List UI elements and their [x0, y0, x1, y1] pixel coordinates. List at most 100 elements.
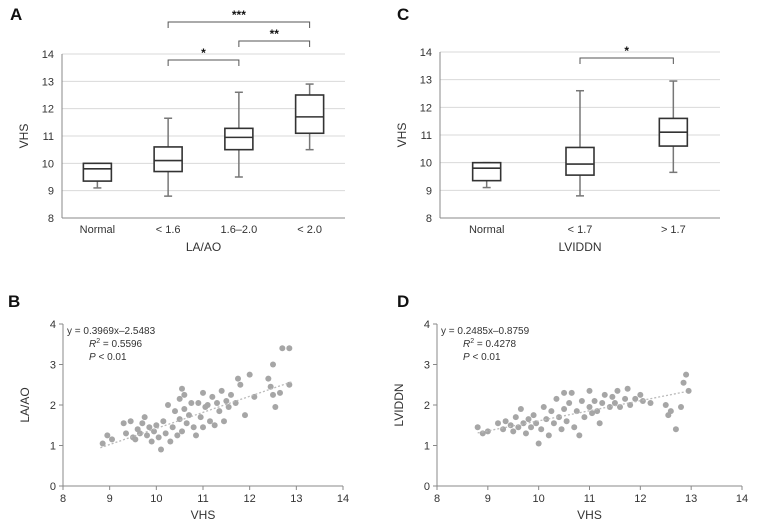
- p-value: < 0.01: [96, 352, 127, 363]
- data-point: [235, 375, 241, 382]
- data-point: [680, 379, 687, 386]
- data-point: [228, 391, 234, 398]
- y-tick-label: 12: [420, 102, 432, 114]
- data-point: [211, 422, 218, 429]
- data-point: [265, 375, 272, 382]
- panel-letter: D: [397, 292, 409, 311]
- x-tick-label: 14: [736, 493, 748, 505]
- data-point: [586, 387, 593, 394]
- y-tick-label: 13: [42, 76, 54, 88]
- data-point: [566, 399, 573, 406]
- data-point: [279, 345, 286, 352]
- data-point: [214, 399, 220, 406]
- box: [565, 89, 595, 197]
- box: [471, 161, 502, 189]
- x-tick-label: 9: [107, 493, 113, 505]
- data-point: [270, 391, 276, 398]
- data-point: [522, 430, 529, 437]
- data-point: [512, 414, 519, 421]
- x-tick-label: Normal: [469, 224, 504, 236]
- y-tick-label: 4: [50, 319, 56, 331]
- data-point: [225, 404, 232, 411]
- y-tick-label: 3: [50, 360, 56, 372]
- trend-line: [477, 391, 687, 434]
- significance-bracket: [579, 57, 674, 64]
- data-point: [172, 408, 178, 415]
- panel-letter: C: [397, 5, 409, 24]
- data-point: [553, 395, 560, 402]
- data-point: [586, 404, 593, 411]
- data-point: [530, 412, 537, 419]
- x-tick-label: 11: [584, 493, 595, 505]
- data-point: [507, 422, 514, 429]
- y-tick-label: 3: [424, 360, 430, 372]
- data-point: [207, 418, 213, 425]
- box-iqr: [82, 162, 113, 182]
- data-point: [99, 440, 106, 447]
- data-point: [146, 424, 153, 431]
- data-point: [667, 408, 674, 415]
- data-point: [141, 414, 148, 421]
- data-point: [609, 393, 616, 400]
- data-point: [571, 424, 578, 431]
- y-tick-label: 2: [424, 400, 430, 412]
- r-symbol: R: [89, 339, 96, 350]
- data-point: [176, 416, 183, 423]
- data-point: [218, 387, 225, 394]
- data-point: [216, 408, 223, 415]
- data-point: [209, 393, 216, 400]
- y-tick-label: 10: [42, 158, 54, 170]
- p-symbol: P: [89, 352, 96, 363]
- r-squared-value: = 0.5596: [100, 339, 142, 350]
- x-axis-title: LVIDDN: [558, 240, 601, 254]
- data-point: [589, 410, 596, 417]
- x-tick-label: < 1.7: [568, 224, 593, 236]
- data-point: [614, 387, 621, 394]
- data-point: [181, 391, 188, 398]
- data-point: [127, 418, 134, 425]
- data-point: [533, 420, 540, 427]
- y-tick-label: 2: [50, 400, 56, 412]
- data-point: [576, 432, 583, 439]
- data-point: [183, 420, 190, 427]
- y-tick-label: 1: [424, 441, 430, 453]
- significance-label: *: [624, 44, 629, 58]
- data-point: [286, 381, 293, 388]
- data-point: [573, 408, 580, 415]
- data-point: [550, 420, 557, 427]
- r-squared-text: R2 = 0.4278: [463, 338, 517, 350]
- data-point: [109, 436, 115, 443]
- data-point: [155, 434, 162, 441]
- data-point: [139, 420, 146, 427]
- data-point: [662, 402, 669, 408]
- y-axis-title: VHS: [17, 124, 31, 149]
- data-point: [151, 428, 157, 435]
- data-point: [148, 438, 155, 445]
- data-point: [632, 395, 639, 402]
- data-point: [556, 414, 562, 421]
- data-point: [272, 404, 279, 411]
- y-tick-label: 0: [50, 481, 56, 493]
- data-point: [179, 385, 185, 392]
- y-tick-label: 11: [43, 131, 54, 143]
- data-point: [193, 432, 199, 439]
- data-point: [601, 391, 608, 398]
- data-point: [144, 432, 150, 439]
- data-point: [223, 397, 230, 404]
- data-point: [277, 389, 283, 396]
- data-point: [611, 399, 618, 406]
- data-point: [186, 412, 192, 419]
- data-point: [479, 430, 486, 437]
- x-tick-label: 10: [533, 493, 545, 505]
- data-point: [197, 414, 204, 421]
- data-point: [647, 399, 654, 406]
- box-iqr: [471, 161, 502, 182]
- data-point: [578, 397, 585, 404]
- box: [82, 162, 113, 189]
- r-squared-value: = 0.4278: [474, 339, 516, 350]
- data-point: [558, 426, 565, 433]
- r-symbol: R: [463, 339, 470, 350]
- x-tick-label: Normal: [80, 224, 115, 236]
- data-point: [535, 440, 542, 447]
